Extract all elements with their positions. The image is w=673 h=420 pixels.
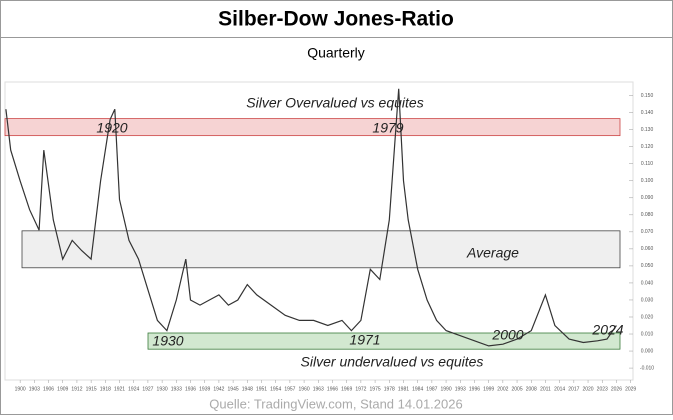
x-tick-label: 1909 — [57, 386, 68, 392]
x-tick-label: 1987 — [426, 386, 437, 392]
x-tick-label: 1924 — [128, 386, 139, 392]
x-tick-label: 2029 — [625, 386, 636, 392]
x-tick-label: 2011 — [540, 386, 551, 392]
y-tick-label: 0.020 — [641, 314, 654, 320]
year-annotation: 1979 — [372, 120, 403, 136]
x-tick-label: 1990 — [441, 386, 452, 392]
y-tick-label: 0.100 — [641, 178, 654, 184]
x-tick-label: 1981 — [398, 386, 409, 392]
year-annotation: 2000 — [491, 327, 523, 343]
x-tick-label: 1906 — [43, 386, 54, 392]
x-tick-label: 1978 — [384, 386, 395, 392]
chart-subtitle: Quarterly — [307, 45, 365, 61]
ratio-line — [5, 88, 617, 347]
x-tick-label: 1948 — [242, 386, 253, 392]
y-tick-label: 0.110 — [641, 161, 653, 167]
y-tick-label: 0.140 — [641, 110, 654, 116]
x-tick-label: 1957 — [284, 386, 295, 392]
year-annotation: 1920 — [96, 120, 127, 136]
title-box — [0, 0, 673, 38]
year-annotation: 1930 — [152, 333, 183, 349]
x-tick-label: 1900 — [15, 386, 26, 392]
y-tick-label: 0.150 — [641, 93, 654, 99]
y-tick-label: -0.010 — [640, 365, 654, 371]
x-tick-label: 1915 — [86, 386, 97, 392]
x-tick-label: 1942 — [213, 386, 224, 392]
x-tick-label: 1903 — [29, 386, 40, 392]
band — [21, 230, 621, 269]
x-tick-label: 1918 — [100, 386, 111, 392]
x-tick-label: 1936 — [185, 386, 196, 392]
y-tick-label: 0.120 — [641, 144, 654, 150]
x-tick-label: 2017 — [568, 386, 579, 392]
x-tick-label: 1996 — [469, 386, 480, 392]
x-tick-label: 1939 — [199, 386, 210, 392]
x-tick-label: 1999 — [483, 386, 494, 392]
y-tick-label: 0.010 — [641, 331, 654, 337]
x-tick-label: 1984 — [412, 386, 423, 392]
x-tick-label: 2002 — [497, 386, 508, 392]
x-tick-label: 2023 — [597, 386, 608, 392]
x-tick-label: 1993 — [455, 386, 466, 392]
source: Quelle: TradingView.com, Stand 14.01.202… — [209, 396, 462, 411]
y-tick-label: 0.030 — [641, 297, 654, 303]
band — [147, 332, 621, 350]
x-tick-label: 2014 — [554, 386, 565, 392]
x-tick-label: 1912 — [71, 386, 82, 392]
band-label: Silver Overvalued vs equites — [246, 95, 423, 111]
band-label: Silver undervalued vs equites — [301, 354, 484, 370]
year-annotation: 1971 — [349, 332, 380, 348]
y-tick-label: 0.040 — [641, 280, 654, 286]
x-tick-label: 1921 — [114, 386, 125, 392]
x-tick-label: 1930 — [157, 386, 168, 392]
y-tick-label: 0.070 — [641, 229, 654, 235]
x-tick-label: 1933 — [171, 386, 182, 392]
x-tick-label: 2026 — [611, 386, 622, 392]
x-tick-label: 1972 — [355, 386, 366, 392]
x-tick-label: 1951 — [256, 386, 267, 392]
y-tick-label: 0.080 — [641, 212, 654, 218]
y-tick-label: 0.060 — [641, 246, 654, 252]
x-tick-label: 1969 — [341, 386, 352, 392]
x-tick-label: 1963 — [313, 386, 324, 392]
chart-title: Silber-Dow Jones-Ratio — [218, 8, 454, 31]
x-tick-label: 2005 — [511, 386, 522, 392]
y-tick-label: 0.130 — [641, 127, 654, 133]
x-tick-label: 1966 — [327, 386, 338, 392]
x-tick-label: 1975 — [370, 386, 381, 392]
band — [4, 118, 621, 137]
band-label: Average — [466, 245, 519, 261]
x-tick-label: 2008 — [526, 386, 537, 392]
y-tick-label: 0.090 — [641, 195, 654, 201]
x-tick-label: 2020 — [582, 386, 593, 392]
y-tick-label: 0.050 — [641, 263, 654, 269]
x-tick-label: 1945 — [228, 386, 239, 392]
y-tick-label: 0.000 — [641, 348, 654, 354]
year-annotation: 2024 — [591, 322, 623, 338]
x-tick-label: 1927 — [142, 386, 153, 392]
x-tick-label: 1960 — [299, 386, 310, 392]
x-tick-label: 1954 — [270, 386, 281, 392]
